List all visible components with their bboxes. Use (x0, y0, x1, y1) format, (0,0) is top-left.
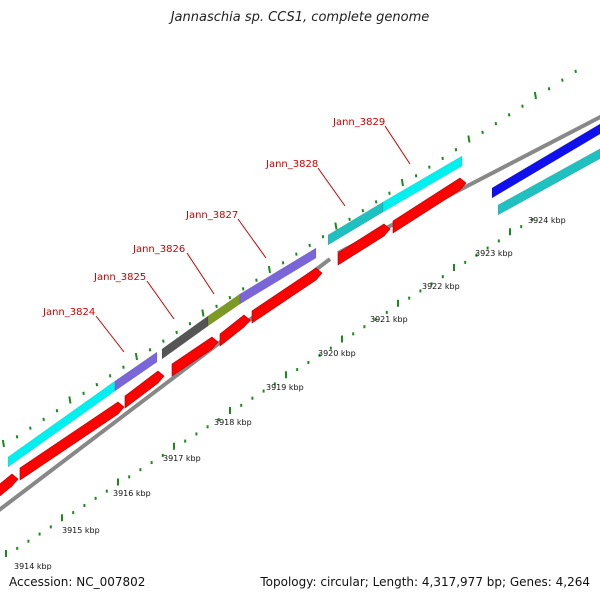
gene-block-olive (207, 293, 241, 327)
kbp-label: 3920 kbp (318, 349, 356, 358)
kbp-label: 3914 kbp (14, 562, 52, 571)
leader-line (384, 125, 411, 165)
outer-tick-track (1, 69, 577, 448)
gene-label-3827: Jann_3827 (185, 210, 238, 221)
tick-mark (1, 439, 5, 448)
gene-block-blue (491, 123, 600, 199)
leader-line (95, 315, 125, 353)
gene-block-cyan (382, 155, 463, 213)
tick-mark (533, 91, 537, 100)
accession-text: Accession: NC_007802 (9, 575, 146, 589)
kbp-label: 3922 kbp (422, 282, 460, 291)
gene-block-teal (497, 148, 600, 216)
gene-block-purple (114, 351, 158, 392)
tick-mark (201, 309, 205, 317)
gene-label-3826: Jann_3826 (132, 244, 185, 255)
gene-label-3825: Jann_3825 (93, 272, 146, 283)
kbp-label: 3921 kbp (370, 315, 408, 324)
gene-label-3824: Jann_3824 (42, 307, 95, 318)
kbp-label: 3919 kbp (266, 383, 304, 392)
tick-mark (334, 222, 338, 230)
gene-block-purple (239, 247, 317, 305)
gene-arrow-red (337, 223, 391, 266)
gene-arrow-red (124, 370, 165, 409)
gene-arrow-red (251, 267, 323, 324)
kbp-label: 3924 kbp (528, 216, 566, 225)
kbp-label: 3918 kbp (214, 418, 252, 427)
gene-arrow-red (219, 314, 251, 347)
leader-line (146, 280, 175, 320)
gene-arrow-red (0, 473, 19, 497)
map-title: Jannaschia sp. CCS1, complete genome (170, 10, 430, 25)
gene-arrow-red (19, 401, 125, 481)
gene-arrow-red (171, 336, 219, 377)
gene-arrow-red (392, 177, 467, 234)
leader-line (237, 218, 267, 259)
tick-mark (134, 352, 138, 361)
reverse-genes-track (0, 177, 467, 497)
inner-tick-track (5, 217, 534, 557)
tick-mark (467, 135, 471, 143)
leader-line (186, 252, 215, 295)
gene-label-3828: Jann_3828 (265, 159, 318, 170)
tick-mark (400, 178, 404, 187)
gene-label-3829: Jann_3829 (332, 117, 385, 128)
kbp-label: 3923 kbp (475, 249, 513, 258)
leader-line (317, 167, 346, 207)
kbp-label: 3916 kbp (113, 489, 151, 498)
kbp-scale: 3914 kbp 3915 kbp 3916 kbp 3917 kbp 3918… (14, 216, 566, 571)
kbp-label: 3917 kbp (163, 454, 201, 463)
gene-labels: Jann_3824 Jann_3825 Jann_3826 Jann_3827 … (42, 117, 411, 353)
forward-genes-track (7, 123, 600, 468)
genome-summary-text: Topology: circular; Length: 4,317,977 bp… (260, 575, 590, 589)
kbp-label: 3915 kbp (62, 526, 100, 535)
tick-mark (267, 265, 271, 274)
tick-mark (68, 396, 72, 404)
